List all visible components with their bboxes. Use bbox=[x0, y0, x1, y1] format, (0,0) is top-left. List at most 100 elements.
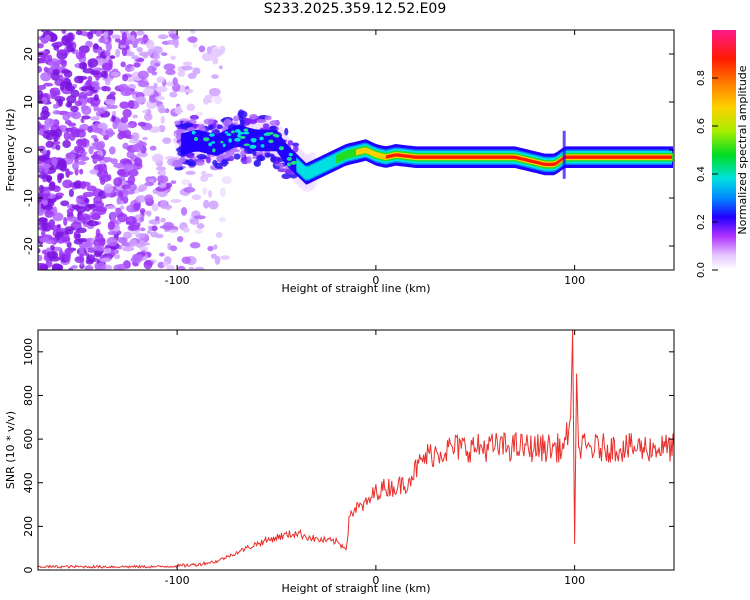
spectrogram-noise-blob bbox=[144, 194, 154, 203]
spectrogram-noise-blob bbox=[196, 222, 205, 229]
spectrogram-noise-blob bbox=[107, 220, 116, 230]
spectrogram-noise-blob bbox=[139, 246, 149, 252]
spectrogram-noise-blob bbox=[47, 197, 57, 203]
spectrogram-noise-blob bbox=[172, 77, 178, 86]
spectrogram-speck bbox=[237, 133, 241, 138]
spectrogram-noise-blob bbox=[79, 168, 84, 175]
spectrogram-noise-blob bbox=[76, 227, 87, 234]
spectrogram-noise-blob bbox=[69, 126, 79, 135]
spectrogram-noise-blob bbox=[146, 108, 152, 118]
spectrogram-patch bbox=[269, 125, 277, 130]
spectrogram-noise-blob bbox=[39, 264, 49, 270]
spectrogram-noise-blob bbox=[210, 253, 217, 259]
spectrogram-noise-blob bbox=[169, 245, 178, 252]
spectrogram-noise-blob bbox=[91, 80, 100, 88]
spectrogram-noise-blob bbox=[213, 95, 222, 104]
spectrogram-noise-blob bbox=[99, 257, 111, 263]
spectrogram-noise-blob bbox=[72, 161, 79, 171]
spectrogram-noise-blob bbox=[208, 87, 221, 97]
spectrogram-noise-blob bbox=[52, 68, 60, 76]
spectrogram-noise-blob bbox=[131, 55, 139, 60]
spectrogram-spike bbox=[562, 130, 566, 179]
spectrogram-noise-blob bbox=[211, 74, 219, 79]
spectrogram-noise-blob bbox=[38, 194, 43, 203]
spectrogram-noise-blob bbox=[145, 39, 155, 50]
spectrogram-noise-blob bbox=[62, 113, 70, 121]
spectrogram-noise-blob bbox=[38, 89, 44, 99]
spectrogram-noise-blob bbox=[55, 110, 60, 115]
spectrogram-noise-blob bbox=[53, 45, 60, 51]
spectrogram-noise-blob bbox=[61, 69, 71, 74]
spectrogram-noise-blob bbox=[114, 37, 121, 43]
spectrogram-noise-blob bbox=[117, 236, 128, 244]
spectrogram-patch bbox=[233, 115, 240, 122]
spectrogram-noise-blob bbox=[160, 217, 166, 223]
spectrogram-noise-blob bbox=[138, 188, 145, 193]
spectrogram-noise-blob bbox=[93, 93, 99, 102]
spectrogram-patch bbox=[240, 150, 246, 158]
spectrogram-noise-blob bbox=[148, 94, 158, 103]
spectrogram-noise-blob bbox=[96, 30, 102, 37]
spectrogram-noise-blob bbox=[77, 195, 88, 200]
spectrogram-noise-blob bbox=[70, 153, 76, 161]
spectrogram-speck bbox=[224, 131, 229, 134]
spectrogram-noise-blob bbox=[95, 228, 101, 238]
spectrogram-noise-blob bbox=[121, 31, 127, 41]
spectrogram-noise-blob bbox=[182, 227, 190, 233]
spectrogram-noise-blob bbox=[206, 46, 212, 54]
spectrogram-noise-blob bbox=[142, 53, 149, 59]
spectrogram-noise-blob bbox=[122, 74, 129, 82]
spectrogram-speck bbox=[226, 133, 232, 136]
spectrogram-noise-blob bbox=[158, 182, 167, 189]
spectrogram-noise-blob bbox=[185, 170, 196, 176]
spectrogram-noise-blob bbox=[186, 103, 196, 112]
spectrogram-noise-blob bbox=[159, 169, 167, 176]
spectrogram-noise-blob bbox=[71, 204, 80, 210]
spectrogram-noise-blob bbox=[82, 68, 95, 74]
snr-ytick-label: 0 bbox=[22, 567, 35, 574]
spectrogram-noise-blob bbox=[44, 210, 54, 218]
spectrogram-noise-blob bbox=[218, 65, 223, 70]
spectrogram-noise-blob bbox=[43, 163, 50, 174]
spectrogram-noise-blob bbox=[143, 260, 153, 270]
spectrogram-noise-blob bbox=[123, 163, 132, 173]
spectrogram-noise-blob bbox=[122, 246, 135, 252]
spectrogram-noise-blob bbox=[84, 266, 90, 270]
spectrogram-patch bbox=[179, 123, 191, 129]
spectrogram-noise-blob bbox=[183, 186, 196, 193]
spectrogram-noise-blob bbox=[86, 254, 96, 263]
spectrogram-noise-blob bbox=[64, 252, 71, 262]
spectrogram-noise-blob bbox=[214, 255, 221, 265]
spectrogram-noise-blob bbox=[93, 137, 99, 143]
colorbar-tick-label: 0.0 bbox=[696, 262, 707, 278]
spectrogram-noise-blob bbox=[128, 169, 139, 177]
colorbar-label: Normalized spectral amplitude bbox=[736, 65, 749, 234]
spectrogram-noise-blob bbox=[154, 233, 164, 239]
spectrogram-noise-blob bbox=[201, 52, 214, 62]
spectrogram-noise-blob bbox=[77, 129, 86, 138]
spectrogram-noise-blob bbox=[79, 245, 85, 255]
spectrogram-noise-blob bbox=[154, 96, 165, 101]
snr-ytick-label: 800 bbox=[22, 385, 35, 406]
spectrogram-noise-blob bbox=[156, 86, 168, 93]
spectrogram-noise-blob bbox=[160, 52, 168, 56]
spectrogram-noise-blob bbox=[163, 221, 175, 231]
spectrogram-noise-blob bbox=[151, 46, 163, 55]
spectrogram-noise-blob bbox=[60, 166, 67, 172]
spectrogram-noise-blob bbox=[110, 71, 120, 77]
spectrogram-noise-blob bbox=[77, 161, 87, 166]
spectrogram-patch bbox=[262, 123, 270, 129]
spectrogram-noise-blob bbox=[106, 100, 115, 106]
spectrogram-patch bbox=[264, 152, 271, 158]
spectrogram-noise-blob bbox=[204, 94, 213, 100]
spectrogram-noise-blob bbox=[91, 213, 101, 221]
spectrogram-noise-blob bbox=[162, 137, 172, 144]
spectrogram-noise-blob bbox=[88, 145, 94, 155]
spectrogram-noise-blob bbox=[113, 264, 123, 270]
spectrogram-noise-blob bbox=[67, 32, 74, 43]
spectrogram-noise-blob bbox=[98, 37, 106, 43]
spectrogram-noise-blob bbox=[218, 217, 226, 222]
spectrogram-patch bbox=[195, 160, 205, 166]
spectrogram-noise-blob bbox=[170, 198, 182, 203]
spectrogram-speck bbox=[288, 152, 293, 157]
